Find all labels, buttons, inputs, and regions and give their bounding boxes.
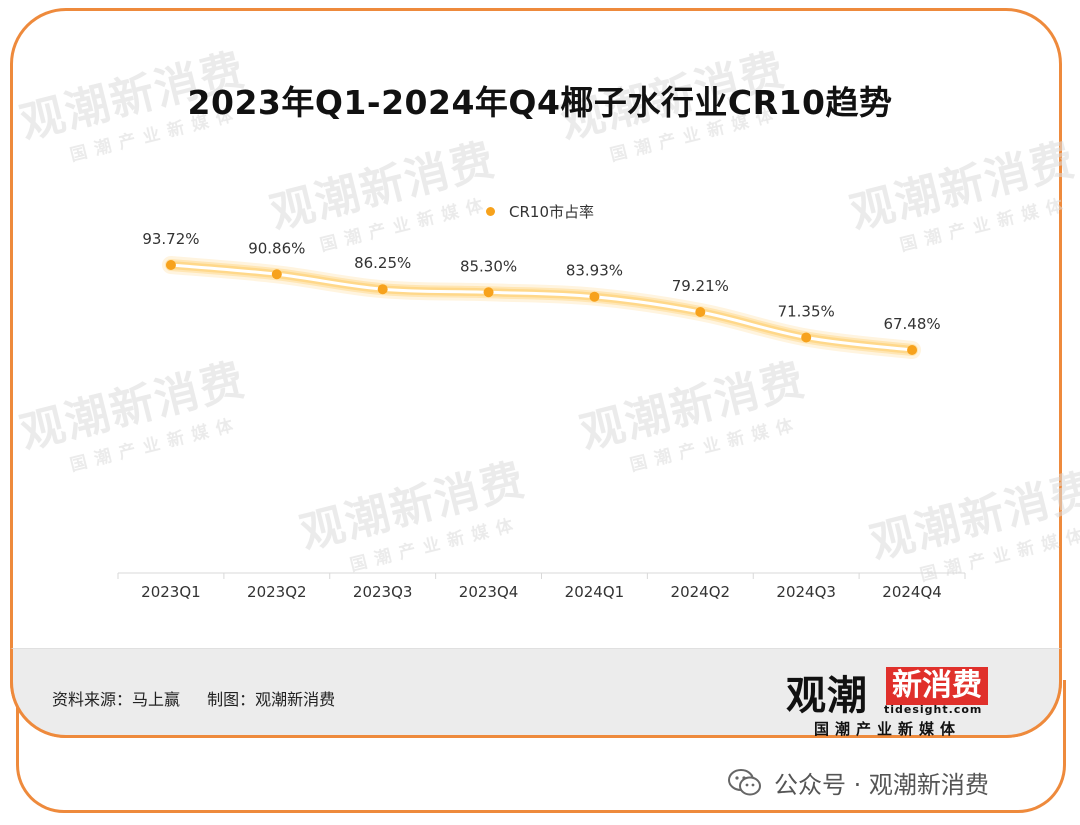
x-axis: 2023Q1 2023Q2 2023Q3 2023Q4 2024Q1 2024Q2 2024… <box>117 572 966 601</box>
data-label: 79.21% <box>672 277 729 295</box>
data-label: 83.93% <box>566 262 623 280</box>
wechat-attribution: 公众号 · 观潮新消费 <box>728 765 989 800</box>
data-label: 86.25% <box>354 254 411 272</box>
x-tick-label: 2023Q2 <box>247 583 307 601</box>
data-label: 85.30% <box>460 257 517 275</box>
chart-title: 2023年Q1-2024年Q4椰子水行业CR10趋势 <box>187 83 893 122</box>
data-label: 93.72% <box>142 230 199 248</box>
brand-logo: 观潮 新消费 tidesight.com 国潮产业新媒体 <box>786 663 1016 739</box>
source-note: 资料来源：马上赢 制图：观潮新消费 <box>52 686 357 710</box>
x-tick-label: 2024Q4 <box>882 583 942 601</box>
data-point[interactable] <box>801 332 812 343</box>
brand-url: tidesight.com <box>884 703 983 716</box>
source-text: 资料来源：马上赢 <box>52 690 181 709</box>
data-point[interactable] <box>377 284 388 295</box>
chart-card <box>10 8 1062 738</box>
x-tick-label: 2023Q3 <box>353 583 413 601</box>
data-point[interactable] <box>907 345 918 355</box>
series-line <box>170 263 913 352</box>
data-point[interactable] <box>165 260 176 270</box>
x-tick-label: 2023Q4 <box>459 583 519 601</box>
data-labels: 93.72% 90.86% 86.25% 85.30% 83.93% 79.21% 71.3… <box>142 230 940 333</box>
brand-slogan: 国潮产业新媒体 <box>814 720 962 738</box>
data-label: 67.48% <box>883 315 940 333</box>
data-point[interactable] <box>271 269 282 280</box>
made-by-text: 制图：观潮新消费 <box>207 690 336 709</box>
data-label: 71.35% <box>778 302 835 320</box>
data-point[interactable] <box>483 287 494 298</box>
line-chart: 93.72% 90.86% 86.25% 85.30% 83.93% 79.21% 71.3… <box>117 230 966 601</box>
brand-box-text: 新消费 <box>886 667 988 705</box>
legend[interactable]: CR10市占率 <box>486 201 594 222</box>
x-tick-label: 2024Q2 <box>671 583 731 601</box>
legend-marker <box>486 207 495 216</box>
x-tick-label: 2024Q1 <box>565 583 625 601</box>
data-point[interactable] <box>589 291 600 302</box>
series-line-path <box>170 263 913 352</box>
data-label: 90.86% <box>248 239 305 257</box>
wechat-text: 公众号 · 观潮新消费 <box>774 771 989 799</box>
brand-main-text: 观潮 <box>786 673 868 719</box>
x-tick-label: 2024Q3 <box>776 583 836 601</box>
legend-label: CR10市占率 <box>509 203 594 221</box>
x-tick-label: 2023Q1 <box>141 583 201 601</box>
data-point[interactable] <box>695 307 706 318</box>
data-points <box>165 260 918 355</box>
wechat-icon <box>728 768 761 795</box>
